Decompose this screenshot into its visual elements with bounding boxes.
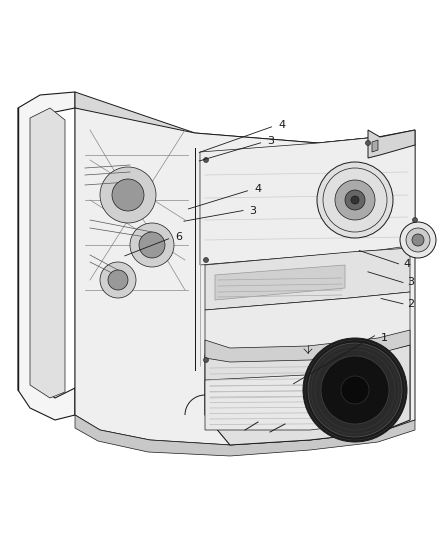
Circle shape [351,196,359,204]
Polygon shape [372,140,378,152]
Text: 1: 1 [381,334,388,343]
Circle shape [130,223,174,267]
Polygon shape [368,130,415,158]
Text: 3: 3 [250,206,257,215]
Polygon shape [205,248,410,310]
Polygon shape [205,370,375,430]
Circle shape [100,262,136,298]
Polygon shape [215,265,345,300]
Circle shape [400,222,436,258]
Circle shape [112,179,144,211]
Circle shape [317,162,393,238]
Circle shape [303,338,407,442]
Circle shape [413,217,417,222]
Circle shape [204,257,208,262]
Polygon shape [205,330,410,362]
Polygon shape [30,108,65,398]
Circle shape [341,376,369,404]
Circle shape [345,190,365,210]
Circle shape [412,234,424,246]
Polygon shape [75,415,415,456]
Circle shape [139,232,165,258]
Circle shape [335,180,375,220]
Polygon shape [75,108,415,445]
Circle shape [406,228,430,252]
Text: 3: 3 [407,278,414,287]
Text: 3: 3 [267,136,274,146]
Circle shape [108,270,128,290]
Text: 2: 2 [407,299,414,309]
Polygon shape [200,137,415,265]
Text: 4: 4 [254,184,261,194]
Circle shape [204,358,208,362]
Circle shape [204,157,208,163]
Circle shape [100,167,156,223]
Polygon shape [85,115,188,310]
Circle shape [321,356,389,424]
Circle shape [308,343,402,437]
Circle shape [365,141,371,146]
Text: 6: 6 [175,232,182,242]
Polygon shape [205,292,410,445]
Polygon shape [205,345,410,445]
Polygon shape [75,108,195,415]
Polygon shape [75,92,415,158]
Text: 4: 4 [278,120,285,130]
Polygon shape [18,92,75,420]
Text: 4: 4 [403,259,410,269]
